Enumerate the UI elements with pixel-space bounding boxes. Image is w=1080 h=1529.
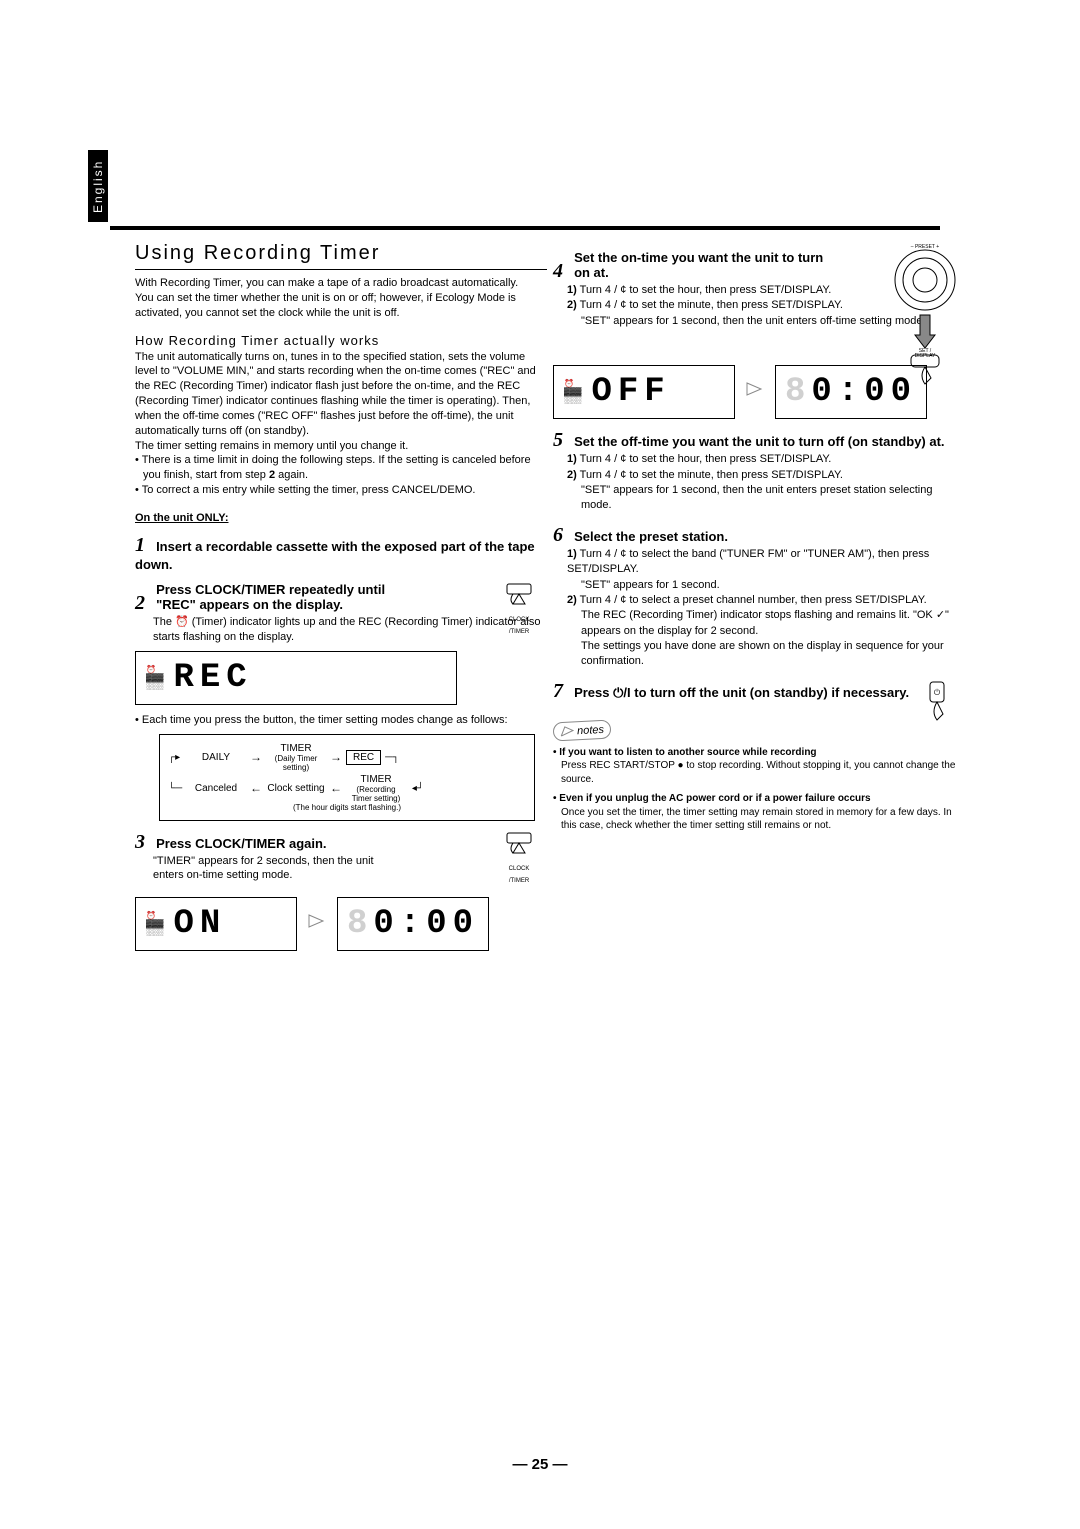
step-num-1: 1 [135, 534, 153, 557]
mode-flow-diagram: ┌▸ DAILY → TIMER (Daily Timer setting) →… [159, 734, 535, 821]
step6-2b: The REC (Recording Timer) indicator stop… [581, 608, 965, 639]
step-5: 5 Set the off-time you want the unit to … [553, 429, 965, 452]
step-6: 6 Select the preset station. [553, 524, 965, 547]
flow-timer-2: TIMER [360, 774, 391, 785]
note1-body: Press REC START/STOP ● to stop recording… [561, 759, 965, 786]
flow-daily-sub: (Daily Timer setting) [266, 754, 326, 772]
header-rule [110, 226, 940, 230]
power-button-icon: ⏻ [919, 680, 955, 724]
display-indicators-off: ⏰▓▓▓░░░ [564, 380, 582, 404]
display-off-text: OFF [592, 373, 671, 411]
how-note1: The timer setting remains in memory unti… [135, 439, 547, 454]
language-tab: English [88, 150, 108, 222]
display-on: ⏰▓▓▓░░░ ON [135, 897, 297, 951]
intro-1: With Recording Timer, you can make a tap… [135, 276, 547, 291]
notes-icon: notes [553, 719, 612, 741]
display-time-dim-2: 8 [785, 373, 811, 411]
page-number: — 25 — [0, 1456, 1080, 1473]
intro-2: You can set the timer whether the unit i… [135, 291, 547, 321]
page-title: Using Recording Timer [135, 242, 547, 265]
manual-page: English Using Recording Timer With Recor… [0, 0, 1080, 1529]
clock-timer-label-2: CLOCK /TIMER [509, 866, 530, 884]
step-7: 7 Press ⏻/I to turn off the unit (on sta… [553, 680, 965, 703]
arrow-right-icon [307, 911, 327, 931]
how-bullet1-c: again. [275, 469, 308, 481]
step6-1b: "SET" appears for 1 second. [581, 578, 965, 593]
how-bullet-1: • There is a time limit in doing the fol… [143, 453, 547, 483]
display-indicators-rec: ⏰▓▓▓░░░ [146, 666, 164, 690]
display-indicators-on: ⏰▓▓▓░░░ [146, 912, 164, 936]
step6-1a: Turn 4 / ¢ to select the band ("TUNER FM… [567, 548, 929, 575]
step5-2b: "SET" appears for 1 second, then the uni… [581, 483, 965, 514]
step-num-5: 5 [553, 429, 571, 452]
power-icon: ⏻/I [613, 685, 631, 700]
clock-timer-button-icon-2: CLOCK /TIMER [501, 831, 537, 885]
step-num-6: 6 [553, 524, 571, 547]
step6-2c: The settings you have done are shown on … [581, 639, 965, 670]
clock-timer-label: CLOCK /TIMER [509, 617, 530, 635]
flow-clock-sub: (The hour digits start flashing.) [168, 803, 526, 812]
step-1: 1 Insert a recordable cassette with the … [135, 534, 547, 572]
title-underline [135, 269, 547, 270]
step3-title: Press CLOCK/TIMER again. [156, 836, 326, 851]
display-time-on-text: 0:00 [373, 905, 479, 943]
step7-b: to turn off the unit (on standby) if nec… [631, 685, 910, 700]
step4-title: Set the on-time you want the unit to tur… [574, 250, 824, 280]
display-off: ⏰▓▓▓░░░ OFF [553, 365, 735, 419]
display-rec-text: REC [174, 659, 253, 697]
preset-label: – PRESET + [911, 244, 939, 250]
right-column: – PRESET + SET / DISPLAY 4 Set the on-ti… [553, 240, 965, 951]
display-time-dim: 8 [347, 905, 373, 943]
how-bullet-2: • To correct a mis entry while setting t… [143, 483, 547, 498]
note1-title: • If you want to listen to another sourc… [553, 746, 965, 760]
display-time-on: 80:00 [337, 897, 489, 951]
step2-title: Press CLOCK/TIMER repeatedly until "REC"… [156, 582, 386, 612]
display-rec: ⏰▓▓▓░░░ REC [135, 651, 457, 705]
step7-a: Press [574, 685, 613, 700]
step3-body: "TIMER" appears for 2 seconds, then the … [153, 854, 393, 884]
display-on-text: ON [174, 905, 227, 943]
flow-canceled: Canceled [186, 783, 246, 794]
notes-label: notes [577, 724, 605, 737]
svg-text:DISPLAY: DISPLAY [915, 353, 936, 359]
step6-title: Select the preset station. [574, 529, 728, 544]
step-num-4: 4 [553, 260, 571, 283]
note2-title: • Even if you unplug the AC power cord o… [553, 792, 965, 806]
how-bullet1-a: • There is a time limit in doing the fol… [135, 454, 531, 481]
step5-title: Set the off-time you want the unit to tu… [574, 434, 944, 449]
step-2: 2 Press CLOCK/TIMER repeatedly until "RE… [135, 582, 547, 615]
step-num-2: 2 [135, 592, 153, 615]
step5-2a: Turn 4 / ¢ to set the minute, then press… [580, 469, 843, 481]
step6-2a: Turn 4 / ¢ to select a preset channel nu… [580, 594, 927, 606]
step-num-3: 3 [135, 831, 153, 854]
flow-timer-1: TIMER [280, 743, 311, 754]
step4-1: Turn 4 / ¢ to set the hour, then press S… [580, 284, 832, 296]
arrow-right-icon-2 [745, 379, 765, 399]
note2-body: Once you set the timer, the timer settin… [561, 806, 965, 833]
flow-daily: DAILY [186, 752, 246, 763]
svg-text:⏻: ⏻ [934, 688, 941, 697]
step-num-7: 7 [553, 680, 571, 703]
step2-note: • Each time you press the button, the ti… [143, 713, 547, 728]
step2-body: The ⏰ (Timer) indicator lights up and th… [153, 615, 547, 645]
step5-1: Turn 4 / ¢ to set the hour, then press S… [580, 453, 832, 465]
left-column: Using Recording Timer With Recording Tim… [135, 240, 547, 951]
on-unit-only: On the unit ONLY: [135, 512, 547, 524]
content-columns: Using Recording Timer With Recording Tim… [135, 240, 965, 951]
jog-dial-icon: – PRESET + SET / DISPLAY [885, 240, 965, 393]
step7-title: Press ⏻/I to turn off the unit (on stand… [574, 685, 909, 700]
step1-title: Insert a recordable cassette with the ex… [135, 539, 535, 572]
flow-rec-sub: (Recording Timer setting) [346, 785, 406, 803]
how-heading: How Recording Timer actually works [135, 333, 547, 348]
flow-rec: REC [346, 750, 381, 765]
clock-timer-button-icon: CLOCK /TIMER [501, 582, 537, 636]
how-body: The unit automatically turns on, tunes i… [135, 350, 547, 439]
flow-clock: Clock setting [267, 783, 324, 794]
step4-2a: Turn 4 / ¢ to set the minute, then press… [580, 299, 843, 311]
step-3: 3 Press CLOCK/TIMER again. CLOCK /TIMER [135, 831, 547, 854]
